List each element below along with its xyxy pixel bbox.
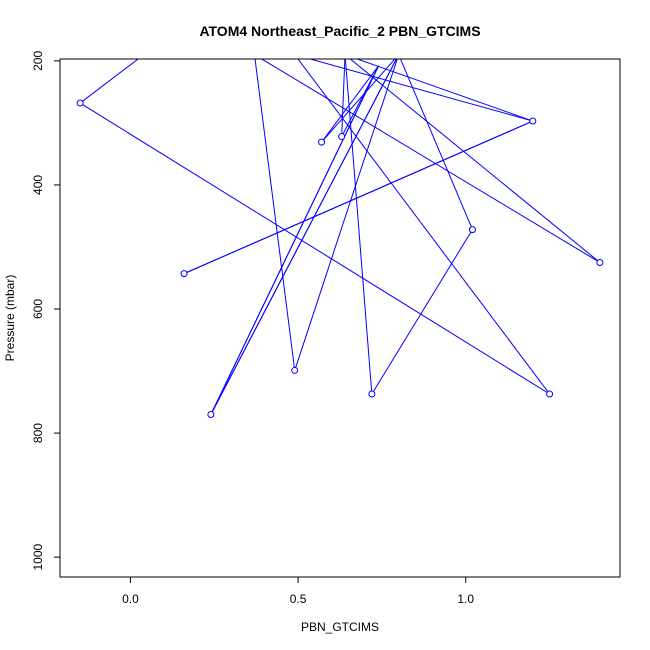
data-point [207,410,215,418]
plot-frame [59,58,621,578]
series-segment [399,59,473,230]
x-axis-label: PBN_GTCIMS [301,620,379,634]
series-segment [341,59,346,137]
series-segment [321,59,396,143]
data-point [180,270,188,278]
data-point [318,138,326,146]
y-tick-label: 200 [31,51,45,71]
y-tick-label: 1000 [31,543,45,570]
data-point [546,390,554,398]
x-tick-label: 0.5 [290,592,307,606]
series-segment [297,59,550,395]
series-segment [341,65,380,137]
x-tick-label: 1.0 [457,592,474,606]
series-segment [183,120,534,275]
y-tick-label: 800 [31,423,45,443]
series-segment [210,59,397,415]
series-segment [344,59,373,395]
series-segment [371,229,473,395]
series-markers [76,99,604,418]
y-tick-label: 400 [31,175,45,195]
data-point [468,226,476,234]
series-segment [79,59,139,104]
series-lines [79,59,601,415]
series-segment [355,59,533,122]
series-segment [308,59,533,122]
data-point [76,99,84,107]
data-point [338,133,346,141]
y-axis-label: Pressure (mbar) [3,275,17,362]
x-tick-label: 0.0 [122,592,139,606]
data-point [368,390,376,398]
chart-title: ATOM4 Northeast_Pacific_2 PBN_GTCIMS [199,23,480,39]
series-segment [79,102,550,395]
series-segment [294,59,398,371]
y-tick-label: 600 [31,299,45,319]
data-point [529,117,537,125]
data-point [291,366,299,374]
series-segment [260,59,601,263]
series-segment [321,65,379,143]
series-segment [254,59,296,371]
data-point [596,258,604,266]
